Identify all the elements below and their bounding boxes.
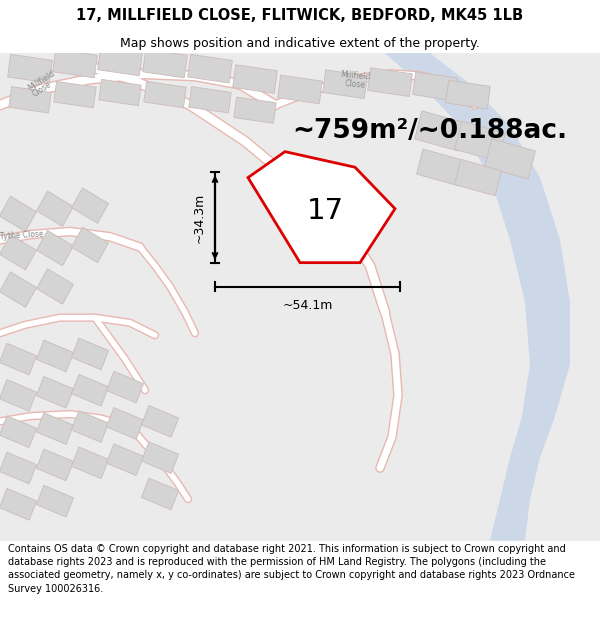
Polygon shape <box>455 121 505 161</box>
Polygon shape <box>106 408 143 439</box>
Text: Contains OS data © Crown copyright and database right 2021. This information is : Contains OS data © Crown copyright and d… <box>8 544 575 594</box>
Polygon shape <box>278 75 322 104</box>
Polygon shape <box>368 68 412 96</box>
Polygon shape <box>37 486 74 517</box>
Polygon shape <box>71 228 109 262</box>
Polygon shape <box>323 70 367 99</box>
Polygon shape <box>71 338 109 370</box>
Polygon shape <box>446 80 490 109</box>
Polygon shape <box>53 49 97 78</box>
Polygon shape <box>416 149 464 186</box>
Polygon shape <box>485 139 535 179</box>
Text: ~759m²/~0.188ac.: ~759m²/~0.188ac. <box>292 118 568 144</box>
Polygon shape <box>454 159 502 196</box>
Text: 17: 17 <box>307 197 344 225</box>
Polygon shape <box>0 489 37 520</box>
Text: ~34.3m: ~34.3m <box>193 192 205 242</box>
Polygon shape <box>189 87 231 113</box>
Polygon shape <box>106 444 143 476</box>
Polygon shape <box>37 191 73 226</box>
Text: Tythe Close: Tythe Close <box>0 230 44 241</box>
Polygon shape <box>37 449 74 481</box>
Polygon shape <box>99 79 141 106</box>
Polygon shape <box>248 152 395 262</box>
Polygon shape <box>0 234 37 270</box>
Polygon shape <box>0 272 37 308</box>
Polygon shape <box>142 406 179 437</box>
Polygon shape <box>143 49 187 78</box>
Polygon shape <box>0 343 37 375</box>
Polygon shape <box>233 65 277 93</box>
Polygon shape <box>142 478 179 510</box>
Polygon shape <box>0 416 37 447</box>
Polygon shape <box>37 412 74 444</box>
Text: Millfield: Millfield <box>340 70 370 82</box>
Polygon shape <box>71 411 109 442</box>
Text: Close: Close <box>344 79 366 89</box>
Polygon shape <box>54 81 96 107</box>
Polygon shape <box>0 379 37 411</box>
Text: 17, MILLFIELD CLOSE, FLITWICK, BEDFORD, MK45 1LB: 17, MILLFIELD CLOSE, FLITWICK, BEDFORD, … <box>76 8 524 23</box>
Polygon shape <box>188 54 232 83</box>
Polygon shape <box>8 54 52 83</box>
Polygon shape <box>37 340 74 372</box>
Polygon shape <box>385 53 570 541</box>
Polygon shape <box>142 442 179 474</box>
Polygon shape <box>144 81 186 107</box>
Polygon shape <box>0 196 37 231</box>
Polygon shape <box>0 452 37 484</box>
Polygon shape <box>415 111 466 151</box>
Polygon shape <box>37 376 74 408</box>
Polygon shape <box>413 72 457 101</box>
Polygon shape <box>71 188 109 223</box>
Polygon shape <box>71 374 109 406</box>
Text: Close: Close <box>31 80 53 99</box>
Polygon shape <box>37 231 73 266</box>
Text: ~54.1m: ~54.1m <box>283 299 332 312</box>
Polygon shape <box>71 447 109 479</box>
Polygon shape <box>234 97 276 123</box>
Polygon shape <box>9 87 51 113</box>
Text: Millfield: Millfield <box>27 69 57 93</box>
Text: Map shows position and indicative extent of the property.: Map shows position and indicative extent… <box>120 37 480 50</box>
Polygon shape <box>37 269 73 304</box>
Polygon shape <box>106 371 143 403</box>
Polygon shape <box>98 47 142 76</box>
